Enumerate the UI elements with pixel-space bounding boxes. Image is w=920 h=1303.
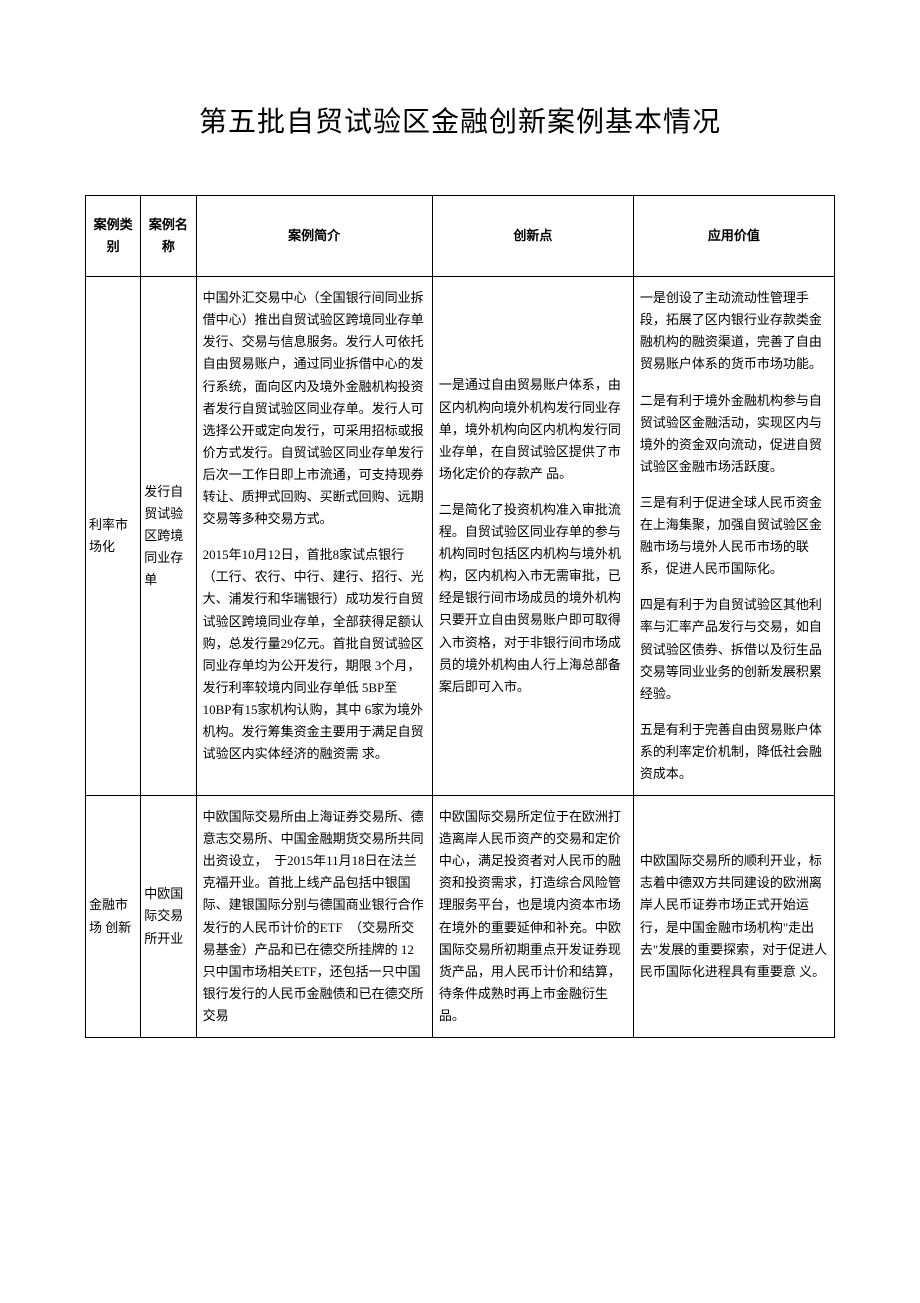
cell-innovation: 中欧国际交易所定位于在欧洲打造离岸人民币资产的交易和定价中心，满足投资者对人民币… — [432, 796, 633, 1038]
cell-value: 一是创设了主动流动性管理手段，拓展了区内银行业存款类金融机构的融资渠道，完善了自… — [633, 277, 834, 796]
value-paragraph: 三是有利于促进全球人民币资金在上海集聚，加强自贸试验区金融市场与境外人民币市场的… — [640, 492, 828, 580]
value-paragraph: 一是创设了主动流动性管理手段，拓展了区内银行业存款类金融机构的融资渠道，完善了自… — [640, 287, 828, 375]
value-paragraph: 四是有利于为自贸试验区其他利率与汇率产品发行与交易，如自贸试验区债券、拆借以及衍… — [640, 594, 828, 704]
summary-paragraph: 中国外汇交易中心（全国银行间同业拆借中心）推出自贸试验区跨境同业存单发行、交易与… — [203, 287, 426, 530]
table-header-row: 案例类别 案例名称 案例简介 创新点 应用价值 — [86, 196, 835, 277]
table-row: 利率市场化 发行自贸试验区跨境同业存单 中国外汇交易中心（全国银行间同业拆借中心… — [86, 277, 835, 796]
cell-summary: 中欧国际交易所由上海证券交易所、德意志交易所、中国金融期货交易所共同出资设立， … — [196, 796, 432, 1038]
header-category: 案例类别 — [86, 196, 141, 277]
header-name: 案例名称 — [141, 196, 196, 277]
table-row: 金融市场 创新 中欧国际交易所开业 中欧国际交易所由上海证券交易所、德意志交易所… — [86, 796, 835, 1038]
cell-category: 金融市场 创新 — [86, 796, 141, 1038]
header-innovation: 创新点 — [432, 196, 633, 277]
cell-name: 发行自贸试验区跨境同业存单 — [141, 277, 196, 796]
cell-summary: 中国外汇交易中心（全国银行间同业拆借中心）推出自贸试验区跨境同业存单发行、交易与… — [196, 277, 432, 796]
cell-innovation: 一是通过自由贸易账户体系，由区内机构向境外机构发行同业存单，境外机构向区内机构发… — [432, 277, 633, 796]
cell-value: 中欧国际交易所的顺利开业，标志着中德双方共同建设的欧洲离岸人民币证券市场正式开始… — [633, 796, 834, 1038]
cases-table: 案例类别 案例名称 案例简介 创新点 应用价值 利率市场化 发行自贸试验区跨境同… — [85, 195, 835, 1038]
header-value: 应用价值 — [633, 196, 834, 277]
innovation-paragraph: 一是通过自由贸易账户体系，由区内机构向境外机构发行同业存单，境外机构向区内机构发… — [439, 374, 627, 484]
innovation-paragraph: 二是简化了投资机构准入审批流程。自贸试验区同业存单的参与机构同时包括区内机构与境… — [439, 499, 627, 698]
cell-name: 中欧国际交易所开业 — [141, 796, 196, 1038]
cell-category: 利率市场化 — [86, 277, 141, 796]
header-summary: 案例简介 — [196, 196, 432, 277]
page-title: 第五批自贸试验区金融创新案例基本情况 — [85, 100, 835, 140]
value-paragraph: 五是有利于完善自由贸易账户体系的利率定价机制，降低社会融资成本。 — [640, 719, 828, 785]
summary-paragraph: 2015年10月12日，首批8家试点银行（工行、农行、中行、建行、招行、光大、浦… — [203, 544, 426, 765]
value-paragraph: 二是有利于境外金融机构参与自贸试验区金融活动，实现区内与境外的资金双向流动，促进… — [640, 390, 828, 478]
